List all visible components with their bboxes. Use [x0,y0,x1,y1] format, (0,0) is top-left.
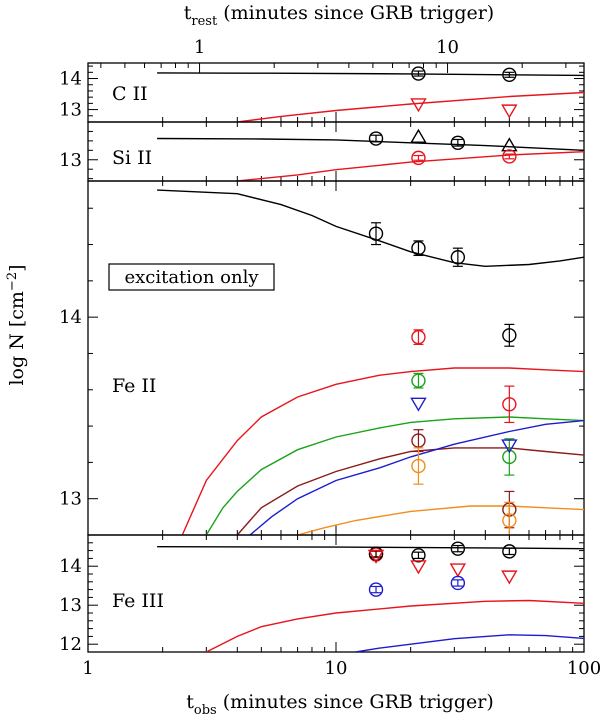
data-point-circle [368,131,384,146]
data-point-circle [450,135,466,150]
data-point-triangle-down [367,549,385,564]
top-tick-label: 1 [194,37,205,58]
model-curve-2 [205,599,584,652]
bottom-tick-label: 10 [325,658,348,679]
data-point-triangle-down [501,104,518,119]
model-curve-2 [181,367,584,535]
data-point-triangle-down [410,560,427,575]
svg-text:log N [cm−2]: log N [cm−2] [5,264,28,385]
bottom-tick-label: 100 [567,658,600,679]
model-curve-3 [205,416,584,535]
data-point-circle [450,247,466,267]
data-point-triangle-down [410,98,427,113]
panel-feiii: 12 13 14 Fe III [59,534,585,655]
y-tick-label: 14 [59,556,82,577]
bottom-axis-label: tobs (minutes since GRB trigger) [186,691,494,718]
data-point-circle [502,544,517,559]
data-point-circle [502,385,517,424]
panel-label: Fe II [112,375,156,397]
data-point-triangle-up [501,137,518,152]
data-point-circle [411,372,426,389]
model-curve-1 [157,72,584,77]
model-curve-1 [157,546,584,550]
model-curve-4 [236,447,584,535]
panel-label: C II [112,83,148,105]
data-point-circle [450,541,466,556]
data-point-circle [502,501,517,535]
panel-label: Fe III [112,590,164,612]
data-point-circle [368,222,384,246]
data-point-triangle-up [410,128,427,143]
annotation-text: excitation only [124,267,259,288]
data-point-triangle-down [410,397,427,412]
data-point-circle [411,447,426,485]
model-curve-2 [237,91,584,122]
data-point-circle [411,66,426,81]
data-point-circle [502,323,517,347]
y-axis-label: log N [cm−2] [5,264,28,385]
annotation-box [108,263,275,291]
data-point-circle [450,575,466,591]
panel-siii: 13 Si II [59,121,585,182]
data-point-circle [411,240,426,257]
data-point-circle [502,67,517,83]
data-point-circle [411,329,426,345]
y-tick-label: 13 [59,489,82,510]
data-point-circle [411,150,426,166]
model-curve-5 [249,419,584,535]
svg-text:tobs (minutes since GRB trigge: tobs (minutes since GRB trigger) [186,691,494,718]
model-curve-3 [355,634,584,652]
model-curve-1 [157,137,584,151]
bottom-tick-label: 1 [82,658,93,679]
panel-frame [87,180,585,536]
y-tick-label: 13 [59,150,82,171]
y-tick-label: 14 [59,69,82,90]
y-tick-label: 14 [59,307,82,328]
data-point-triangle-down [449,563,467,578]
top-tick-label: 10 [436,37,459,58]
top-axis-label: trest (minutes since GRB trigger) [184,2,494,29]
model-curve-2 [237,151,584,181]
y-tick-label: 13 [59,100,82,121]
model-curve-6 [297,505,584,535]
data-point-triangle-down [501,439,518,454]
data-point-circle [502,149,517,164]
panel-label: Si II [112,147,152,169]
data-point-circle [502,438,517,476]
data-point-triangle-down [501,570,518,585]
y-tick-label: 13 [59,595,82,616]
panel-cii: 1 10 13 14 C II [59,37,585,123]
panel-feii: 13 14 Fe II excitation only [59,180,585,536]
panels: 1 10 13 14 C II 13 Si II 13 14 Fe II excitation on… [59,37,600,679]
data-point-circle [411,548,426,563]
data-point-circle [368,582,384,597]
y-tick-label: 12 [59,634,82,655]
svg-text:trest (minutes since GRB trigg: trest (minutes since GRB trigger) [184,2,494,29]
model-curve-1 [157,189,584,268]
